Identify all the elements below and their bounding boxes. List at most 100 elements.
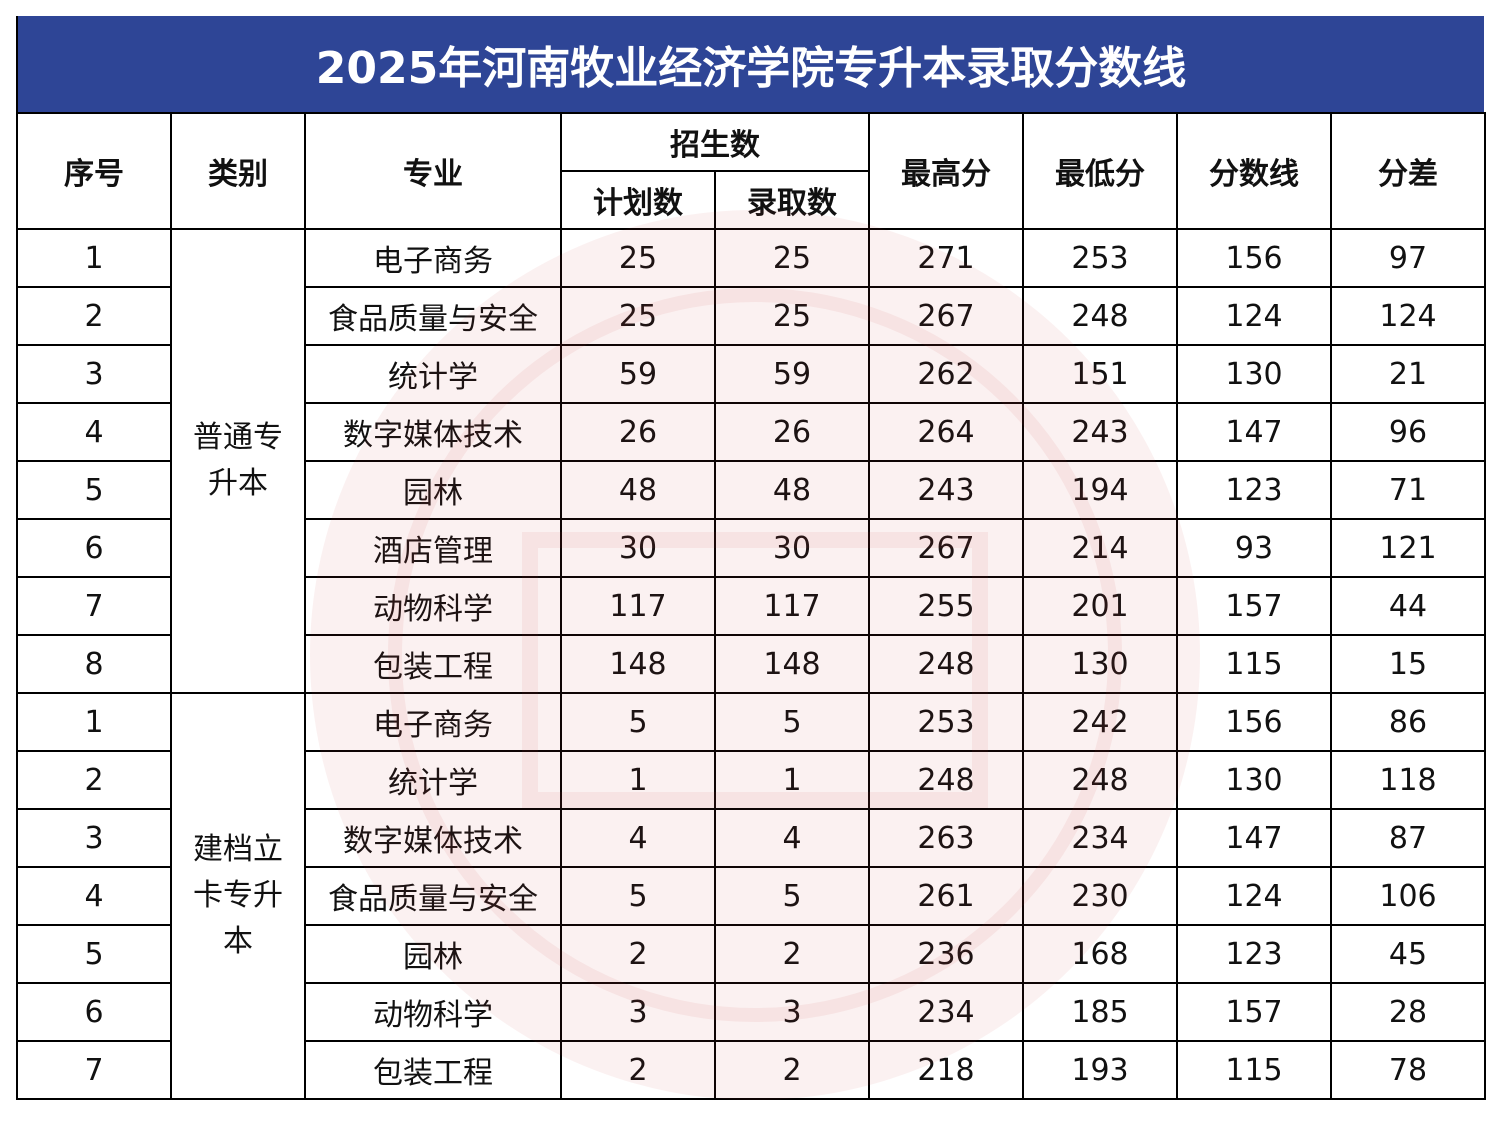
admitted-cell: 26 (714, 402, 870, 462)
max-cell: 267 (868, 518, 1024, 578)
header-plan: 计划数 (560, 170, 716, 230)
header-category: 类别 (170, 112, 306, 230)
admitted-cell: 25 (714, 286, 870, 346)
table-row: 1 建档立卡专升本 电子商务 5 5 253 242 156 86 (16, 692, 1486, 1100)
major-cell: 统计学 (304, 344, 562, 404)
cutoff-cell: 130 (1176, 750, 1332, 810)
max-cell: 261 (868, 866, 1024, 926)
max-cell: 255 (868, 576, 1024, 636)
major-cell: 动物科学 (304, 576, 562, 636)
plan-cell: 30 (560, 518, 716, 578)
diff-cell: 45 (1330, 924, 1486, 984)
table-row: 4 食品质量与安全 5 5 261 230 124 106 (16, 866, 1486, 926)
plan-cell: 3 (560, 982, 716, 1042)
category-cell: 建档立卡专升本 (170, 692, 306, 1100)
index-cell: 8 (16, 634, 172, 694)
table-row: 8 包装工程 148 148 248 130 115 15 (16, 634, 1486, 694)
admitted-cell: 5 (714, 866, 870, 926)
index-cell: 1 (16, 228, 172, 288)
table-row: 2 食品质量与安全 25 25 267 248 124 124 (16, 286, 1486, 346)
header-admitted: 录取数 (714, 170, 870, 230)
min-cell: 194 (1022, 460, 1178, 520)
cutoff-cell: 156 (1176, 692, 1332, 752)
header-max: 最高分 (868, 112, 1024, 230)
index-cell: 5 (16, 460, 172, 520)
plan-cell: 148 (560, 634, 716, 694)
header-cutoff: 分数线 (1176, 112, 1332, 230)
table-row: 7 动物科学 117 117 255 201 157 44 (16, 576, 1486, 636)
index-cell: 7 (16, 1040, 172, 1100)
major-cell: 食品质量与安全 (304, 866, 562, 926)
admission-table: 序号 类别 专业 招生数 最高分 最低分 分数线 分差 计划数 录取数 1 普通专… (16, 112, 1486, 1100)
cutoff-cell: 147 (1176, 808, 1332, 868)
major-cell: 数字媒体技术 (304, 808, 562, 868)
min-cell: 193 (1022, 1040, 1178, 1100)
diff-cell: 97 (1330, 228, 1486, 288)
diff-cell: 15 (1330, 634, 1486, 694)
diff-cell: 106 (1330, 866, 1486, 926)
header-enrollment: 招生数 (560, 112, 870, 172)
cutoff-cell: 156 (1176, 228, 1332, 288)
major-cell: 包装工程 (304, 634, 562, 694)
table-row: 1 普通专升本 电子商务 25 25 271 253 156 97 (16, 228, 1486, 694)
major-cell: 包装工程 (304, 1040, 562, 1100)
admitted-cell: 1 (714, 750, 870, 810)
diff-cell: 87 (1330, 808, 1486, 868)
plan-cell: 48 (560, 460, 716, 520)
index-cell: 1 (16, 692, 172, 752)
cutoff-cell: 157 (1176, 576, 1332, 636)
max-cell: 267 (868, 286, 1024, 346)
admitted-cell: 25 (714, 228, 870, 288)
header-major: 专业 (304, 112, 562, 230)
min-cell: 185 (1022, 982, 1178, 1042)
max-cell: 264 (868, 402, 1024, 462)
diff-cell: 124 (1330, 286, 1486, 346)
index-cell: 6 (16, 982, 172, 1042)
major-cell: 动物科学 (304, 982, 562, 1042)
max-cell: 243 (868, 460, 1024, 520)
table-row: 3 数字媒体技术 4 4 263 234 147 87 (16, 808, 1486, 868)
header-diff: 分差 (1330, 112, 1486, 230)
max-cell: 218 (868, 1040, 1024, 1100)
min-cell: 201 (1022, 576, 1178, 636)
max-cell: 263 (868, 808, 1024, 868)
index-cell: 4 (16, 866, 172, 926)
min-cell: 243 (1022, 402, 1178, 462)
admitted-cell: 2 (714, 1040, 870, 1100)
cutoff-cell: 124 (1176, 866, 1332, 926)
table-row: 5 园林 48 48 243 194 123 71 (16, 460, 1486, 520)
table-row: 5 园林 2 2 236 168 123 45 (16, 924, 1486, 984)
min-cell: 214 (1022, 518, 1178, 578)
diff-cell: 96 (1330, 402, 1486, 462)
diff-cell: 71 (1330, 460, 1486, 520)
diff-cell: 44 (1330, 576, 1486, 636)
major-cell: 数字媒体技术 (304, 402, 562, 462)
table-row: 2 统计学 1 1 248 248 130 118 (16, 750, 1486, 810)
min-cell: 130 (1022, 634, 1178, 694)
header-index: 序号 (16, 112, 172, 230)
plan-cell: 5 (560, 866, 716, 926)
cutoff-cell: 115 (1176, 1040, 1332, 1100)
cutoff-cell: 123 (1176, 924, 1332, 984)
cutoff-cell: 124 (1176, 286, 1332, 346)
max-cell: 271 (868, 228, 1024, 288)
max-cell: 236 (868, 924, 1024, 984)
max-cell: 248 (868, 750, 1024, 810)
index-cell: 3 (16, 808, 172, 868)
table-row: 6 动物科学 3 3 234 185 157 28 (16, 982, 1486, 1042)
admitted-cell: 59 (714, 344, 870, 404)
min-cell: 234 (1022, 808, 1178, 868)
min-cell: 151 (1022, 344, 1178, 404)
index-cell: 2 (16, 286, 172, 346)
cutoff-cell: 157 (1176, 982, 1332, 1042)
cutoff-cell: 123 (1176, 460, 1332, 520)
max-cell: 234 (868, 982, 1024, 1042)
major-cell: 电子商务 (304, 228, 562, 288)
plan-cell: 59 (560, 344, 716, 404)
plan-cell: 2 (560, 1040, 716, 1100)
table-row: 3 统计学 59 59 262 151 130 21 (16, 344, 1486, 404)
index-cell: 7 (16, 576, 172, 636)
major-cell: 园林 (304, 924, 562, 984)
diff-cell: 21 (1330, 344, 1486, 404)
admitted-cell: 48 (714, 460, 870, 520)
